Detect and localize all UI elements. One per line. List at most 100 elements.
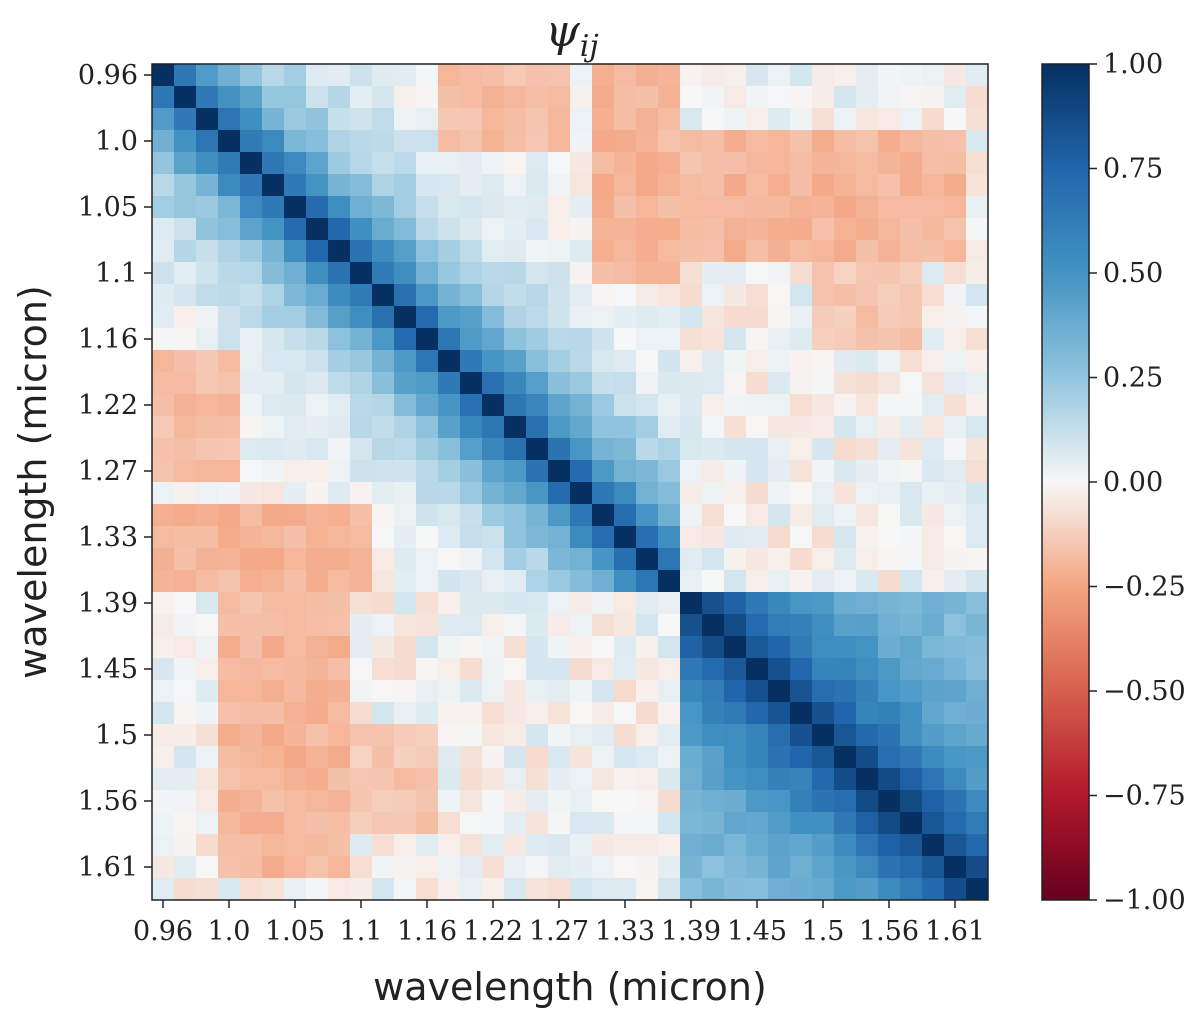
heatmap-cell xyxy=(372,768,395,791)
heatmap-cell xyxy=(174,152,197,175)
heatmap-cell xyxy=(878,86,901,109)
heatmap-cell xyxy=(614,108,637,131)
heatmap-cell xyxy=(570,482,593,505)
heatmap-cell xyxy=(856,86,879,109)
heatmap-cell xyxy=(196,570,219,593)
heatmap-cell xyxy=(922,856,945,879)
heatmap-cell xyxy=(614,174,637,197)
heatmap-cell xyxy=(438,548,461,571)
heatmap-cell xyxy=(878,196,901,219)
heatmap-cell xyxy=(922,416,945,439)
heatmap-cell xyxy=(218,724,241,747)
heatmap-cell xyxy=(548,196,571,219)
heatmap-cell xyxy=(900,526,923,549)
heatmap-cell xyxy=(834,526,857,549)
heatmap-cell xyxy=(174,218,197,241)
heatmap-cell xyxy=(702,482,725,505)
heatmap-frame xyxy=(151,63,989,901)
heatmap-cell xyxy=(394,482,417,505)
heatmap-cell xyxy=(152,394,175,417)
heatmap-cell xyxy=(306,152,329,175)
chart-title: ψij xyxy=(545,6,598,64)
heatmap-cell xyxy=(878,878,901,901)
heatmap-cell xyxy=(966,306,989,329)
heatmap-cell xyxy=(240,218,263,241)
heatmap-cell xyxy=(570,878,593,901)
heatmap-cell xyxy=(570,372,593,395)
heatmap-cell xyxy=(658,658,681,681)
heatmap-cell xyxy=(614,218,637,241)
heatmap-cell xyxy=(812,460,835,483)
heatmap-cell xyxy=(482,614,505,637)
heatmap-cell xyxy=(328,262,351,285)
heatmap-cell xyxy=(526,416,549,439)
heatmap-cell xyxy=(526,834,549,857)
heatmap-cell xyxy=(746,416,769,439)
heatmap-cell xyxy=(966,768,989,791)
heatmap-cell xyxy=(724,86,747,109)
heatmap-cell xyxy=(306,196,329,219)
heatmap-cell xyxy=(526,680,549,703)
heatmap-cell xyxy=(416,548,439,571)
heatmap-cell xyxy=(812,790,835,813)
heatmap-cell xyxy=(174,878,197,901)
heatmap-cell xyxy=(240,812,263,835)
heatmap-cell xyxy=(152,526,175,549)
heatmap-cell xyxy=(636,372,659,395)
heatmap-cell xyxy=(878,108,901,131)
heatmap-cell xyxy=(812,416,835,439)
heatmap-cell xyxy=(944,504,967,527)
heatmap-cell xyxy=(768,416,791,439)
heatmap-cell xyxy=(328,438,351,461)
heatmap-cell xyxy=(592,174,615,197)
heatmap-cell xyxy=(856,614,879,637)
heatmap-cell xyxy=(768,504,791,527)
heatmap-cell xyxy=(438,284,461,307)
heatmap-cell xyxy=(680,196,703,219)
heatmap-cell xyxy=(812,130,835,153)
heatmap-cell xyxy=(438,394,461,417)
heatmap-cell xyxy=(262,592,285,615)
heatmap-cell xyxy=(702,702,725,725)
heatmap-cell xyxy=(460,570,483,593)
heatmap-cell xyxy=(526,702,549,725)
heatmap-cell xyxy=(284,108,307,131)
heatmap-cell xyxy=(526,372,549,395)
heatmap-cell xyxy=(658,746,681,769)
heatmap-cell xyxy=(746,86,769,109)
heatmap-cell xyxy=(658,130,681,153)
heatmap-cell xyxy=(548,108,571,131)
heatmap-cell xyxy=(878,416,901,439)
heatmap-cell xyxy=(218,372,241,395)
heatmap-cell xyxy=(328,548,351,571)
heatmap-cell xyxy=(900,482,923,505)
heatmap-cell xyxy=(768,328,791,351)
heatmap-cell xyxy=(614,350,637,373)
heatmap-cell xyxy=(482,460,505,483)
heatmap-cell xyxy=(262,834,285,857)
heatmap-cell xyxy=(944,790,967,813)
heatmap-cell xyxy=(592,130,615,153)
heatmap-cell xyxy=(196,262,219,285)
heatmap-cell xyxy=(438,306,461,329)
heatmap-cell xyxy=(438,680,461,703)
x-tick-label: 1.39 xyxy=(661,916,721,947)
heatmap-cell xyxy=(768,284,791,307)
heatmap-cell xyxy=(878,526,901,549)
heatmap-cell xyxy=(218,394,241,417)
heatmap-cell xyxy=(372,526,395,549)
heatmap-cell xyxy=(834,504,857,527)
heatmap-cell xyxy=(724,306,747,329)
heatmap-cell xyxy=(878,504,901,527)
heatmap-cell xyxy=(680,504,703,527)
heatmap-cell xyxy=(548,856,571,879)
heatmap-cell xyxy=(460,504,483,527)
heatmap-cell xyxy=(724,636,747,659)
heatmap-cell xyxy=(460,834,483,857)
heatmap-cell xyxy=(900,372,923,395)
heatmap-cell xyxy=(658,856,681,879)
heatmap-cell xyxy=(482,790,505,813)
heatmap-cell xyxy=(790,570,813,593)
heatmap-cell xyxy=(922,438,945,461)
heatmap-cell xyxy=(592,702,615,725)
